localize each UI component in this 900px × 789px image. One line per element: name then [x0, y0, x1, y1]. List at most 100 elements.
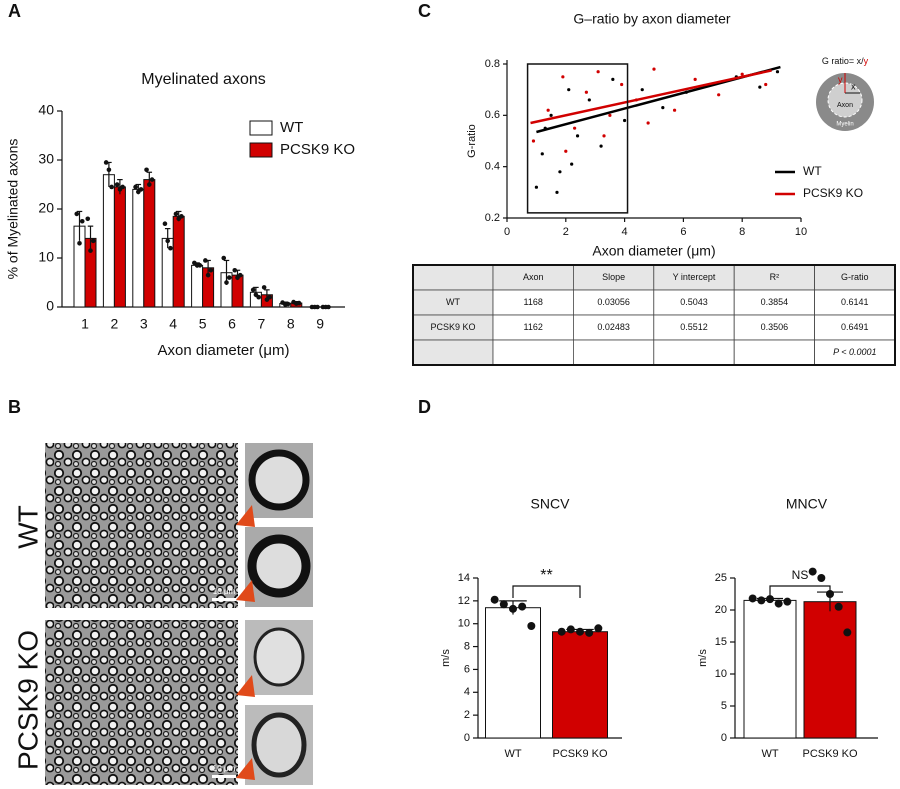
data-point: [237, 272, 243, 278]
data-point: [817, 574, 826, 582]
chart-title: MNCV: [786, 496, 828, 512]
x-tick-label: 8: [287, 316, 295, 332]
scatter-point: [561, 75, 565, 79]
table-cell: [412, 314, 494, 341]
data-point: [88, 248, 93, 253]
micrograph: [45, 443, 238, 608]
data-point: [114, 182, 120, 187]
panel-label: C: [418, 1, 431, 21]
y-tick-label: 20: [715, 604, 727, 616]
table-cell: [492, 339, 574, 366]
data-point: [221, 255, 227, 261]
data-point: [518, 602, 527, 611]
data-point: [748, 594, 757, 603]
data-point: [834, 602, 843, 611]
x-tick-label: 4: [169, 316, 177, 332]
y-tick-label: 25: [715, 572, 727, 584]
y-tick-label: 0.8: [485, 58, 500, 70]
y-tick-label: 8: [464, 640, 470, 652]
data-point: [490, 595, 499, 604]
bar: [552, 631, 608, 739]
scatter-point: [534, 185, 539, 189]
table-cell: [653, 314, 735, 341]
data-point: [267, 294, 272, 300]
data-point: [205, 272, 211, 278]
data-point: [203, 258, 208, 263]
data-point: [197, 263, 203, 268]
x-tick-label: 6: [228, 316, 236, 332]
table-text: WT: [446, 297, 460, 307]
table-text: Slope: [602, 272, 625, 282]
table-text: Axon: [523, 272, 544, 282]
chart-title: G–ratio by axon diameter: [573, 11, 731, 27]
data-point: [85, 216, 91, 222]
table-text: P < 0.0001: [833, 347, 876, 357]
significance-bracket: [512, 585, 581, 598]
scatter-point: [531, 139, 536, 143]
scatter-point: [608, 113, 612, 117]
data-point: [120, 184, 125, 190]
scatter-point: [596, 70, 600, 74]
scatter-point: [599, 144, 603, 148]
x-tick-label: 9: [316, 316, 324, 332]
data-point: [594, 624, 603, 633]
inset-formula: G ratio= x/y: [822, 56, 869, 66]
table-text: 0.3854: [761, 297, 789, 307]
scatter-point: [623, 118, 627, 123]
bar: [143, 179, 156, 308]
data-point: [168, 245, 173, 251]
arrowheads: [236, 505, 255, 780]
data-point: [783, 597, 792, 606]
table-text: 0.3506: [761, 322, 789, 332]
scale-bar: 10 μm: [213, 764, 236, 773]
scatter-point: [672, 108, 677, 112]
data-point: [843, 628, 852, 637]
scatter-point: [575, 134, 580, 138]
data-point: [224, 280, 229, 285]
y-tick-label: 20: [38, 200, 54, 216]
x-tick-label: WT: [761, 748, 778, 760]
y-tick-label: 0: [464, 732, 470, 744]
scatter-point: [758, 85, 762, 89]
inset-micrograph: [245, 443, 313, 785]
scatter-point: [620, 82, 624, 87]
data-point: [499, 600, 508, 609]
y-tick-label: 15: [715, 636, 727, 648]
significance-bracket: [769, 585, 831, 598]
data-point: [138, 187, 144, 192]
data-point: [285, 301, 291, 307]
data-point: [527, 622, 536, 630]
table-text: 0.6491: [841, 322, 869, 332]
table-text: 0.5512: [680, 322, 708, 332]
legend-label: WT: [803, 164, 822, 178]
table-text: 0.5043: [680, 297, 708, 307]
scatter-point: [693, 77, 697, 81]
legend-label: PCSK9 KO: [803, 186, 863, 200]
x-tick-label: PCSK9 KO: [802, 748, 857, 760]
bar: [743, 599, 797, 739]
scatter-point: [602, 134, 606, 138]
data-point: [261, 285, 267, 290]
scatter-point: [570, 162, 574, 166]
table-cell: [573, 339, 655, 366]
y-tick-label: 10: [458, 618, 470, 630]
legend-swatch: [249, 120, 273, 136]
highlight-box: [526, 63, 629, 214]
data-point: [74, 211, 80, 217]
x-axis-label: Axon diameter (μm): [592, 243, 715, 259]
table-text: 0.6141: [841, 297, 869, 307]
data-point: [232, 267, 238, 273]
x-tick-label: 2: [563, 226, 569, 238]
table-text: G-ratio: [841, 272, 869, 282]
data-point: [162, 221, 168, 226]
scatter-point: [549, 113, 553, 117]
scatter-point: [661, 106, 665, 110]
scatter-point: [587, 98, 591, 102]
inset-x: x: [851, 81, 856, 91]
scatter-point: [652, 67, 656, 71]
row-label: WT: [12, 505, 43, 549]
y-tick-label: 0: [46, 298, 54, 314]
significance-label: **: [540, 567, 552, 584]
x-axis-label: Axon diameter (μm): [157, 342, 289, 359]
y-axis-label: m/s: [697, 649, 709, 667]
